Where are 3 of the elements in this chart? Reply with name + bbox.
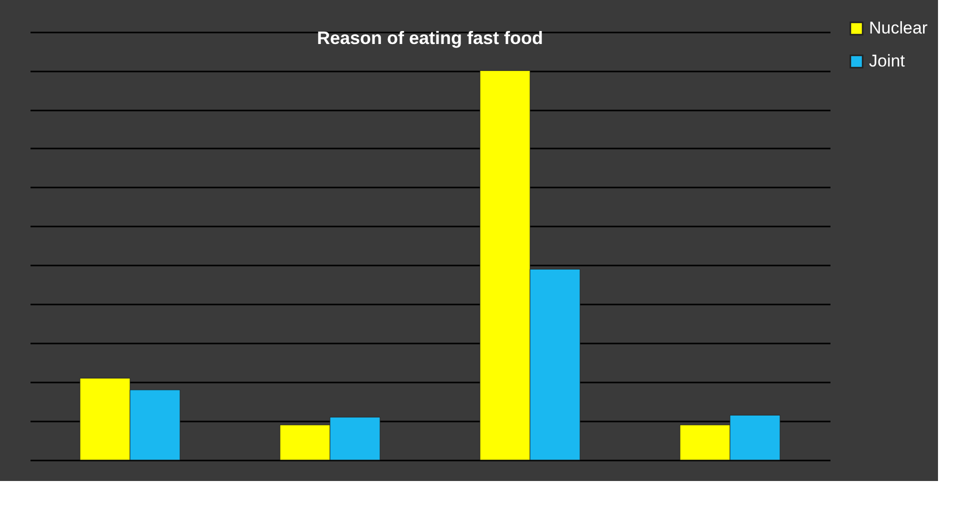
chart-title: Reason of eating fast food [316,28,544,48]
legend-label: Nuclear [869,18,928,38]
legend-label: Joint [869,52,906,70]
